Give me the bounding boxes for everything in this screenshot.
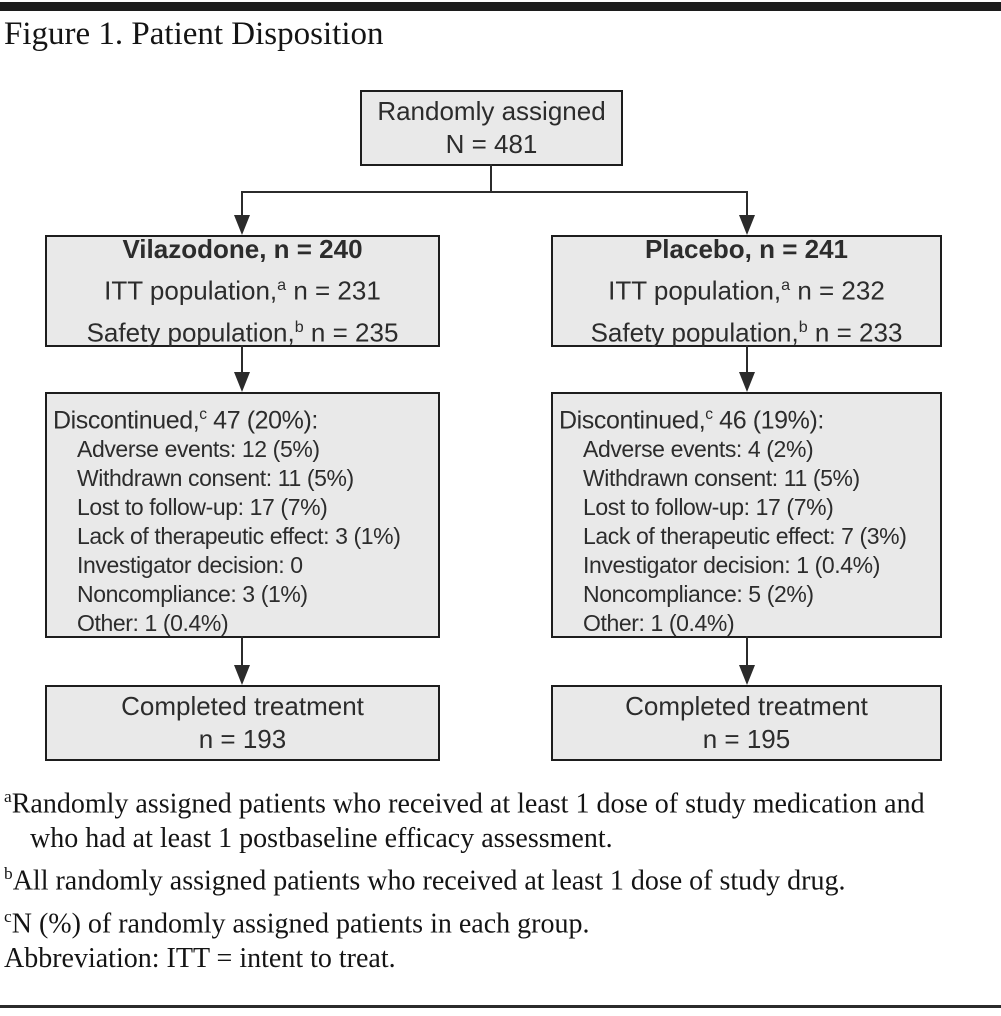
footnote-marker-b: b — [4, 864, 13, 884]
discontinued-reason: Other: 1 (0.4%) — [77, 610, 229, 637]
connector-horizontal-split — [241, 191, 748, 193]
connector-top-vertical — [490, 164, 492, 193]
discontinued-reason: Withdrawn consent: 11 (5%) — [77, 465, 354, 492]
footnote-marker-a: a — [277, 276, 287, 295]
connector-left-drop — [241, 191, 243, 217]
footnote-marker-a: a — [781, 276, 791, 295]
discontinued-reason: Lost to follow-up: 17 (7%) — [77, 494, 328, 521]
vilazodone-safety-line: Safety population,b n = 235 — [47, 309, 438, 351]
itt-value: n = 232 — [790, 276, 885, 306]
completed-count: n = 195 — [702, 724, 791, 754]
footnote-a: aRandomly assigned patients who received… — [4, 779, 949, 856]
completed-count: n = 193 — [198, 724, 287, 754]
connector-right-vertical — [746, 345, 748, 374]
placebo-header: Placebo, n = 241 — [644, 234, 849, 265]
placebo-completed-box: Completed treatment n = 195 — [551, 685, 942, 761]
connector-right-drop — [746, 191, 748, 217]
abbreviation-line: Abbreviation: ITT = intent to treat. — [4, 942, 396, 974]
arrow-down-icon — [739, 372, 755, 392]
top-rule — [0, 2, 1001, 11]
arrow-down-icon — [234, 215, 250, 235]
discontinued-reason: Lack of therapeutic effect: 3 (1%) — [77, 523, 401, 550]
figure-title: Figure 1. Patient Disposition — [4, 16, 384, 52]
discontinued-reason: Investigator decision: 1 (0.4%) — [583, 552, 880, 579]
connector-left-vertical — [241, 345, 243, 374]
discontinued-header: Discontinued,c 47 (20%): — [53, 400, 436, 435]
footnote-b-text: All randomly assigned patients who recei… — [12, 865, 846, 897]
discontinued-count: 46 (19%): — [712, 406, 824, 435]
placebo-itt-line: ITT population,a n = 232 — [553, 267, 940, 309]
itt-label: ITT population, — [104, 276, 278, 306]
vilazodone-header: Vilazodone, n = 240 — [122, 234, 363, 265]
safety-value: n = 233 — [807, 317, 903, 348]
itt-value: n = 231 — [286, 276, 381, 306]
vilazodone-itt-line: ITT population,a n = 231 — [47, 267, 438, 309]
vilazodone-completed-box: Completed treatment n = 193 — [45, 685, 440, 761]
completed-label: Completed treatment — [121, 691, 364, 721]
discontinued-reason: Noncompliance: 3 (1%) — [77, 581, 308, 608]
discontinued-reason: Adverse events: 4 (2%) — [583, 436, 814, 463]
placebo-discontinued-box: Discontinued,c 46 (19%): Adverse events:… — [551, 392, 942, 638]
discontinued-reason: Investigator decision: 0 — [77, 552, 303, 579]
footnote-a-text: Randomly assigned patients who received … — [11, 788, 925, 855]
vilazodone-arm-box: Vilazodone, n = 240 ITT population,a n =… — [45, 234, 440, 348]
footnotes: aRandomly assigned patients who received… — [4, 779, 949, 976]
discontinued-reason: Noncompliance: 5 (2%) — [583, 581, 814, 608]
discontinued-count: 47 (20%): — [206, 406, 318, 435]
discontinued-label: Discontinued, — [559, 406, 706, 435]
completed-label: Completed treatment — [625, 691, 868, 721]
bottom-rule — [0, 1005, 1001, 1008]
randomized-count: N = 481 — [445, 129, 538, 159]
discontinued-reason: Withdrawn consent: 11 (5%) — [583, 465, 860, 492]
vilazodone-discontinued-box: Discontinued,c 47 (20%): Adverse events:… — [45, 392, 440, 638]
arrow-down-icon — [234, 372, 250, 392]
footnote-marker-b: b — [798, 318, 808, 336]
discontinued-reason: Lack of therapeutic effect: 7 (3%) — [583, 523, 907, 550]
placebo-arm-box: Placebo, n = 241 ITT population,a n = 23… — [551, 234, 942, 348]
discontinued-label: Discontinued, — [53, 406, 200, 435]
safety-value: n = 235 — [303, 317, 399, 348]
footnote-c: cN (%) of randomly assigned patients in … — [4, 899, 949, 941]
footnote-marker-c: c — [705, 406, 713, 423]
safety-label: Safety population, — [590, 317, 799, 348]
randomized-line1: Randomly assigned — [377, 96, 606, 126]
footnote-marker-b: b — [294, 318, 304, 336]
footnote-c-text: N (%) of randomly assigned patients in e… — [11, 907, 590, 939]
footnote-marker-c: c — [4, 906, 12, 926]
randomized-box: Randomly assigned N = 481 — [360, 90, 623, 166]
discontinued-reason: Adverse events: 12 (5%) — [77, 436, 320, 463]
footnote-b: bAll randomly assigned patients who rece… — [4, 856, 949, 898]
connector-right-vertical — [746, 636, 748, 667]
arrow-down-icon — [739, 665, 755, 685]
connector-left-vertical — [241, 636, 243, 667]
footnote-marker-c: c — [199, 406, 207, 423]
itt-label: ITT population, — [608, 276, 782, 306]
footnote-marker-a: a — [4, 787, 12, 806]
arrow-down-icon — [234, 665, 250, 685]
safety-label: Safety population, — [86, 317, 295, 348]
discontinued-reason: Lost to follow-up: 17 (7%) — [583, 494, 834, 521]
discontinued-reason: Other: 1 (0.4%) — [583, 610, 735, 637]
placebo-safety-line: Safety population,b n = 233 — [553, 309, 940, 351]
arrow-down-icon — [739, 215, 755, 235]
discontinued-header: Discontinued,c 46 (19%): — [559, 400, 938, 435]
